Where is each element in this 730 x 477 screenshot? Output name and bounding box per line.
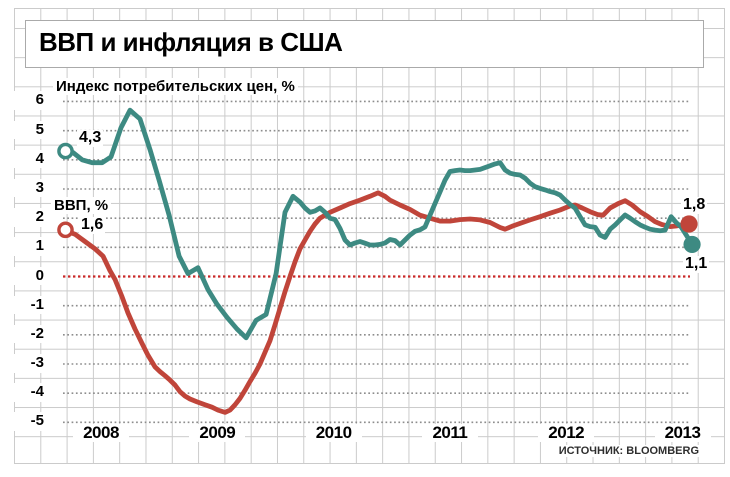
x-tick-label: 2013 [654, 424, 711, 442]
cpi-end-marker [683, 235, 701, 254]
legend-cpi-label: Индекс потребительских цен, % [53, 78, 298, 96]
y-tick-label: -5 [0, 412, 44, 431]
y-tick-label: -2 [0, 324, 44, 344]
cpi-start-marker [57, 142, 74, 160]
value-gridlines [63, 100, 690, 424]
y-tick-label: 4 [0, 149, 44, 169]
y-tick-label: 2 [0, 208, 44, 227]
title-box: ВВП и инфляция в США [25, 20, 704, 68]
y-tick-label: 6 [0, 91, 44, 110]
series-lines [60, 107, 695, 415]
cpi-end-value-label: 1,1 [683, 255, 710, 273]
gdp-end-marker [680, 215, 698, 233]
x-tick-label: 2012 [538, 424, 595, 442]
gdp-start-value-label: 1,6 [79, 216, 106, 234]
y-tick-label: -3 [0, 354, 44, 373]
y-tick-label: 5 [0, 120, 44, 140]
y-tick-label: 1 [0, 237, 44, 256]
gdp-end-value-label: 1,8 [681, 196, 708, 214]
x-tick-label: 2011 [421, 424, 478, 442]
y-tick-label: 3 [0, 178, 44, 198]
y-tick-label: 0 [0, 266, 44, 285]
source-credit: ИСТОЧНИК: BLOOMBERG [556, 445, 701, 457]
gdp-start-marker [57, 221, 74, 239]
y-tick-label: -4 [0, 383, 44, 402]
cpi-start-value-label: 4,3 [77, 129, 104, 147]
y-tick-label: -1 [0, 295, 44, 315]
cpi-line [60, 107, 695, 341]
legend-gdp-label: ВВП, % [51, 197, 112, 215]
chart-title: ВВП и инфляция в США [39, 27, 343, 57]
x-tick-label: 2008 [73, 424, 130, 442]
x-tick-label: 2010 [305, 424, 362, 442]
series-markers [57, 142, 701, 254]
x-tick-label: 2009 [189, 424, 246, 442]
